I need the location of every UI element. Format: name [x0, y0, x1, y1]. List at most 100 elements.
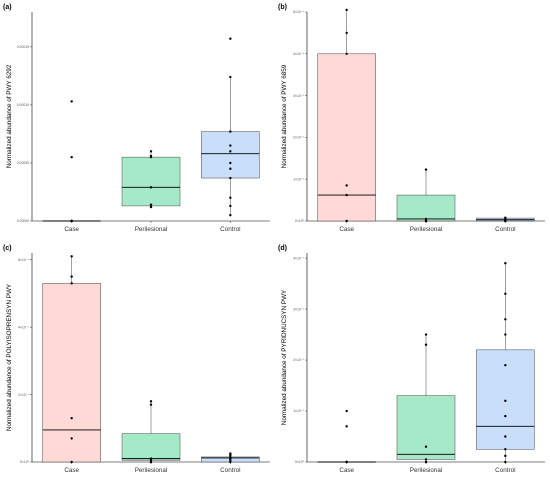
- y-tick-label: 2×10⁻⁶: [18, 393, 29, 397]
- box-plot-svg: (c) Normalized abundance of POLYISOPRENSY…: [3, 245, 270, 474]
- data-point: [504, 414, 507, 418]
- data-point: [149, 205, 153, 209]
- x-tick-label: Perilesional: [410, 226, 443, 233]
- x-tick-label: Case: [64, 467, 79, 474]
- data-point: [149, 403, 153, 406]
- y-tick-label: 4×10⁻⁶: [293, 52, 304, 56]
- data-point: [149, 400, 153, 403]
- y-axis-title: Normalized abundance of PWY 6859: [281, 64, 288, 168]
- data-point: [229, 454, 232, 457]
- y-tick-label: 0.00015: [17, 45, 29, 49]
- data-point: [229, 457, 232, 460]
- data-point: [229, 150, 232, 153]
- box-case: [42, 283, 101, 463]
- y-tick-label: 0×10⁰: [295, 460, 305, 464]
- panel-label: (b): [278, 4, 287, 11]
- data-point: [229, 130, 232, 133]
- x-tick-label: Case: [339, 467, 354, 474]
- y-tick-label: 5×10⁻⁶: [293, 10, 304, 14]
- data-point: [504, 435, 507, 438]
- y-axis-title: Normalized abundance of PYRIDNUCSYN PWY: [281, 289, 288, 425]
- chart-panel-b: (b) Normalized abundance of PWY 6859 0×10⁰…: [275, 0, 550, 241]
- data-point: [504, 261, 507, 265]
- data-point: [424, 217, 428, 221]
- data-point: [70, 255, 73, 258]
- y-tick-label: 3×10⁻⁶: [293, 94, 304, 98]
- chart-panel-d: (d) Normalized abundance of PYRIDNUCSYN P…: [275, 241, 550, 482]
- data-point: [345, 52, 348, 55]
- y-tick-label: 1×10⁻⁶: [293, 409, 304, 413]
- box-control: [476, 349, 535, 450]
- y-tick-label: 0.00010: [17, 103, 29, 107]
- data-point: [424, 219, 428, 223]
- data-point: [345, 8, 348, 12]
- data-point: [149, 203, 153, 206]
- data-point: [70, 100, 73, 103]
- box-perilesional: [121, 156, 181, 207]
- box-case: [317, 53, 376, 222]
- data-point: [70, 416, 73, 420]
- panel-label: (d): [278, 245, 287, 252]
- y-tick-label: 2×10⁻⁶: [293, 358, 304, 362]
- y-axis-title: Normalized abundance of POLYISOPRENSYN P…: [6, 283, 13, 431]
- x-tick-label: Control: [495, 226, 515, 233]
- data-point: [229, 167, 232, 170]
- data-point: [70, 155, 73, 159]
- data-point: [504, 363, 507, 367]
- x-tick-label: Perilesional: [410, 467, 443, 474]
- box-plot-svg: (d) Normalized abundance of PYRIDNUCSYN P…: [278, 245, 545, 474]
- data-point: [424, 460, 428, 464]
- chart-panel-a: (a) Normalized abundance of PWY 6292 0.000…: [0, 0, 275, 241]
- data-point: [70, 460, 73, 464]
- data-point: [70, 282, 73, 285]
- y-tick-label: 1×10⁻⁶: [293, 177, 304, 181]
- box-perilesional: [121, 433, 181, 461]
- y-tick-label: 0×10⁰: [20, 460, 30, 464]
- data-point: [229, 460, 232, 464]
- data-point: [345, 219, 348, 223]
- data-point: [424, 445, 428, 448]
- y-tick-label: 0.00005: [17, 161, 29, 165]
- y-tick-label: 2×10⁻⁶: [293, 136, 304, 140]
- data-point: [345, 31, 348, 35]
- data-point: [504, 333, 507, 336]
- data-point: [149, 150, 153, 153]
- x-tick-label: Control: [495, 467, 515, 474]
- y-tick-label: 4×10⁻⁶: [293, 256, 304, 260]
- data-point: [345, 184, 348, 187]
- x-tick-label: Control: [220, 226, 240, 233]
- y-tick-label: 0.00000: [17, 219, 29, 223]
- data-point: [424, 168, 428, 171]
- data-point: [229, 196, 232, 199]
- data-point: [424, 343, 428, 346]
- data-point: [345, 409, 348, 413]
- data-point: [149, 460, 153, 464]
- data-point: [504, 399, 507, 403]
- x-tick-label: Control: [220, 467, 240, 474]
- data-point: [504, 216, 507, 219]
- data-point: [149, 186, 153, 189]
- data-point: [504, 448, 507, 451]
- data-point: [70, 219, 73, 223]
- data-point: [345, 460, 348, 464]
- data-point: [70, 275, 73, 278]
- data-point: [424, 333, 428, 336]
- data-point: [424, 458, 428, 461]
- y-tick-label: 0×10⁰: [295, 219, 305, 223]
- box-control: [201, 131, 260, 179]
- panel-label: (a): [3, 4, 12, 11]
- x-tick-label: Perilesional: [135, 226, 168, 233]
- data-point: [229, 161, 232, 165]
- data-point: [229, 144, 232, 147]
- chart-panel-c: (c) Normalized abundance of POLYISOPRENSY…: [0, 241, 275, 482]
- data-point: [504, 460, 507, 464]
- data-point: [229, 452, 232, 455]
- y-axis-title: Normalized abundance of PWY 6292: [6, 64, 13, 168]
- data-point: [345, 425, 348, 428]
- x-tick-label: Case: [339, 226, 354, 233]
- y-tick-label: 4×10⁻⁶: [18, 325, 29, 329]
- data-point: [229, 213, 232, 217]
- box-perilesional: [396, 194, 456, 222]
- data-point: [229, 455, 232, 459]
- data-point: [149, 457, 153, 460]
